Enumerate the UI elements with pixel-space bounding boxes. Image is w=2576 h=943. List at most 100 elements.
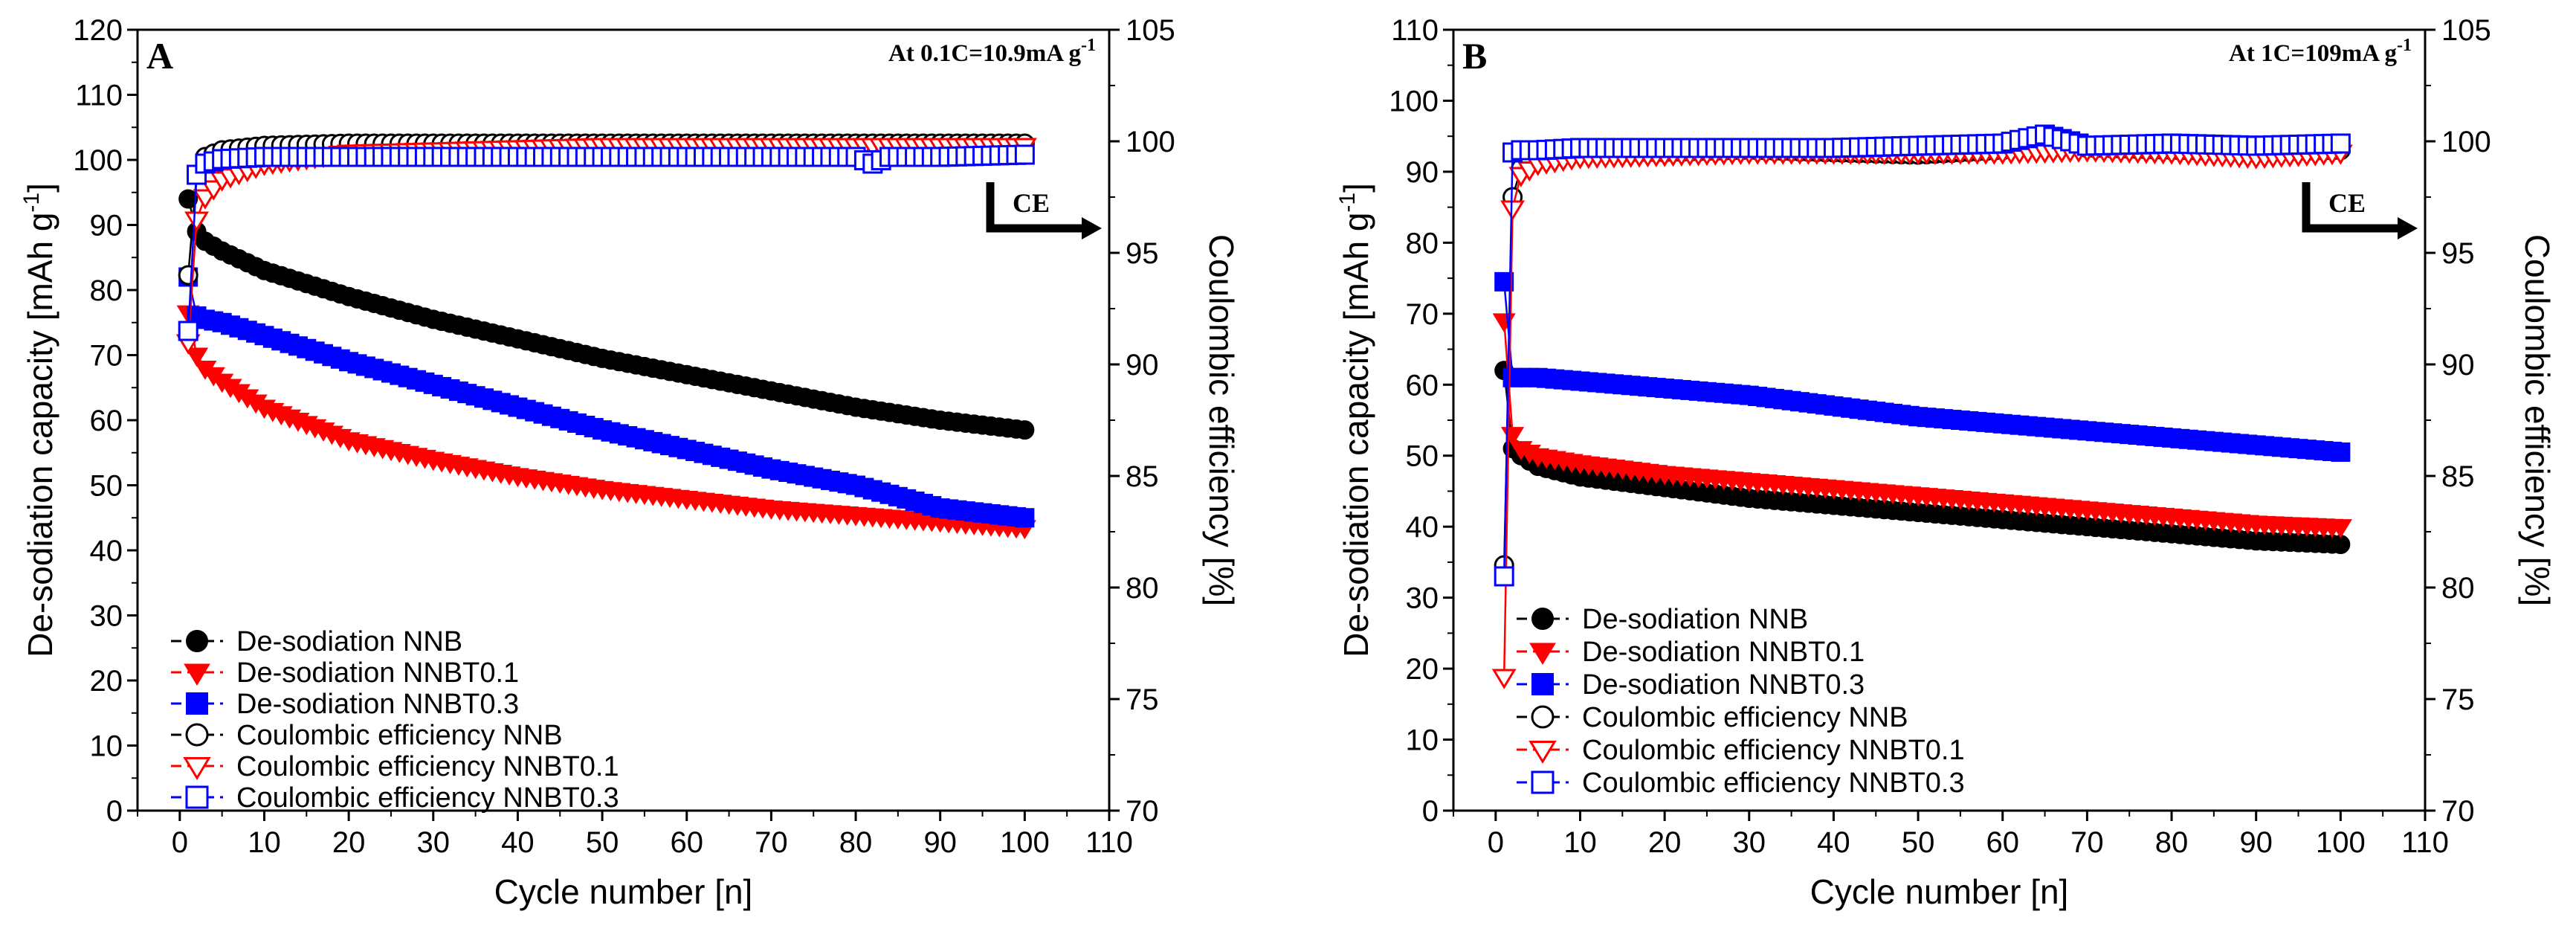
y2-tick-label: 95 [2441,237,2475,270]
x-tick-label: 50 [586,826,619,859]
y-tick-label: 0 [106,795,123,828]
ce-arrow-head [1082,217,1102,239]
x-tick-label: 50 [1902,826,1935,859]
x-tick-label: 110 [1085,826,1133,859]
x-tick-label: 80 [2155,826,2189,859]
rate-annotation-main: At 0.1C=10.9mA g [888,40,1081,67]
ce-label: CE [2328,188,2366,218]
legend-label: De-sodiation NNBT0.3 [236,689,519,720]
y-tick-label: 20 [90,665,123,698]
x-tick-label: 10 [1563,826,1597,859]
legend-label: Coulombic efficiency NNBT0.1 [1582,735,1965,766]
panel-letter: B [1462,35,1487,77]
x-tick-label: 100 [2316,826,2366,859]
legend-marker [185,785,209,809]
y2-tick-label: 80 [1126,572,1159,605]
y-tick-label: 100 [1389,85,1439,118]
legend-marker [185,723,209,747]
legend-label: De-sodiation NNB [236,626,462,657]
series-group [175,133,1037,540]
rate-annotation-main: At 1C=109mA g [2229,40,2397,67]
y2-tick-label: 90 [2441,349,2475,382]
data-point [1015,420,1035,440]
series-line [187,144,1025,343]
x-tick-label: 0 [1488,826,1504,859]
y-tick-label: 50 [90,470,123,503]
y-tick-label: 70 [1406,298,1439,331]
series-de-sodiation-nnbt0-1 [176,305,1036,540]
y-tick-label: 30 [90,600,123,633]
y-axis-title-main: De-sodiation capacity [mAh g [21,213,59,657]
x-tick-label: 60 [670,826,703,859]
x-tick-label: 40 [501,826,535,859]
y2-tick-label: 105 [1126,14,1175,47]
y2-tick-label: 105 [2441,14,2491,47]
x-axis-title: Cycle number [n] [494,872,753,911]
y-tick-label: 30 [1406,582,1439,615]
rate-annotation-sup: -1 [1081,36,1096,55]
panel-B: 0 10 20 30 40 50 60 70 80 90 100 110 0 10 20 30 40 50 60 70… [1335,14,2557,911]
data-point [178,189,198,209]
y-tick-label: 70 [90,340,123,373]
y-tick-label: 20 [1406,653,1439,686]
y-axis-title: De-sodiation capacity [mAh g-1] [19,183,59,657]
y-tick-label: 100 [73,144,123,177]
x-tick-label: 10 [248,826,281,859]
x-tick-label: 40 [1817,826,1850,859]
y-tick-label: 120 [73,14,123,47]
y-tick-label: 110 [75,80,123,112]
x-tick-label: 30 [417,826,451,859]
x-tick-label: 100 [1000,826,1050,859]
x-tick-label: 70 [755,826,788,859]
series-de-sodiation-nnb [1494,361,2351,555]
x-tick-label: 110 [2401,826,2449,859]
x-tick-label: 90 [2239,826,2273,859]
x-tick-label: 20 [1648,826,1682,859]
x-tick-label: 80 [839,826,873,859]
legend-marker [183,757,211,780]
legend-label: De-sodiation NNBT0.3 [1582,669,1865,701]
panel-letter: A [146,35,173,77]
y-axis-title-sup: -1 [19,193,44,213]
data-point [178,265,198,286]
y-tick-label: 40 [90,535,123,567]
ce-arrow-line [986,182,1083,233]
data-point [1014,144,1035,165]
data-point [2331,442,2351,462]
y2-tick-label: 100 [1126,126,1175,158]
legend-label: De-sodiation NNB [1582,604,1808,635]
legend-marker [1531,608,1554,630]
panel-A: 0 10 20 30 40 50 60 70 80 90 100 110 0 10 20 30 40 50 60 70… [19,14,1241,911]
ce-label: CE [1013,188,1050,218]
legend-marker [186,692,208,715]
y-tick-label: 80 [1406,227,1439,260]
legend-label: De-sodiation NNBT0.1 [236,657,519,689]
series-de-sodiation-nnbt0-3 [1494,271,2351,462]
data-point [2328,519,2352,538]
legend-label: Coulombic efficiency NNB [236,720,563,751]
y-axis-title-end: ] [1337,183,1375,193]
y-axis-title: De-sodiation capacity [mAh g-1] [1335,183,1375,657]
y-axis-title-end: ] [21,183,59,193]
y-tick-label: 10 [90,730,123,763]
y-tick-label: 110 [1391,14,1439,47]
series-group [1491,124,2353,689]
y2-tick-label: 70 [2441,795,2475,828]
y-tick-label: 60 [90,405,123,437]
series-coulombic-efficiency-nnbt0-1 [175,138,1037,355]
data-point [1015,508,1035,528]
legend-label: Coulombic efficiency NNB [1582,702,1908,733]
ce-arrow-line [2302,182,2399,233]
y-tick-label: 90 [1406,156,1439,189]
series-de-sodiation-nnbt0-3 [178,267,1035,528]
legend-label: Coulombic efficiency NNBT0.3 [1582,767,1965,799]
y-tick-label: 80 [90,274,123,307]
legend-marker [184,663,210,686]
series-coulombic-efficiency-nnbt0-3 [1494,124,2351,587]
legend-marker [1531,770,1555,794]
x-axis-title: Cycle number [n] [1810,872,2069,911]
y-tick-label: 50 [1406,440,1439,473]
y-tick-label: 60 [1406,369,1439,402]
